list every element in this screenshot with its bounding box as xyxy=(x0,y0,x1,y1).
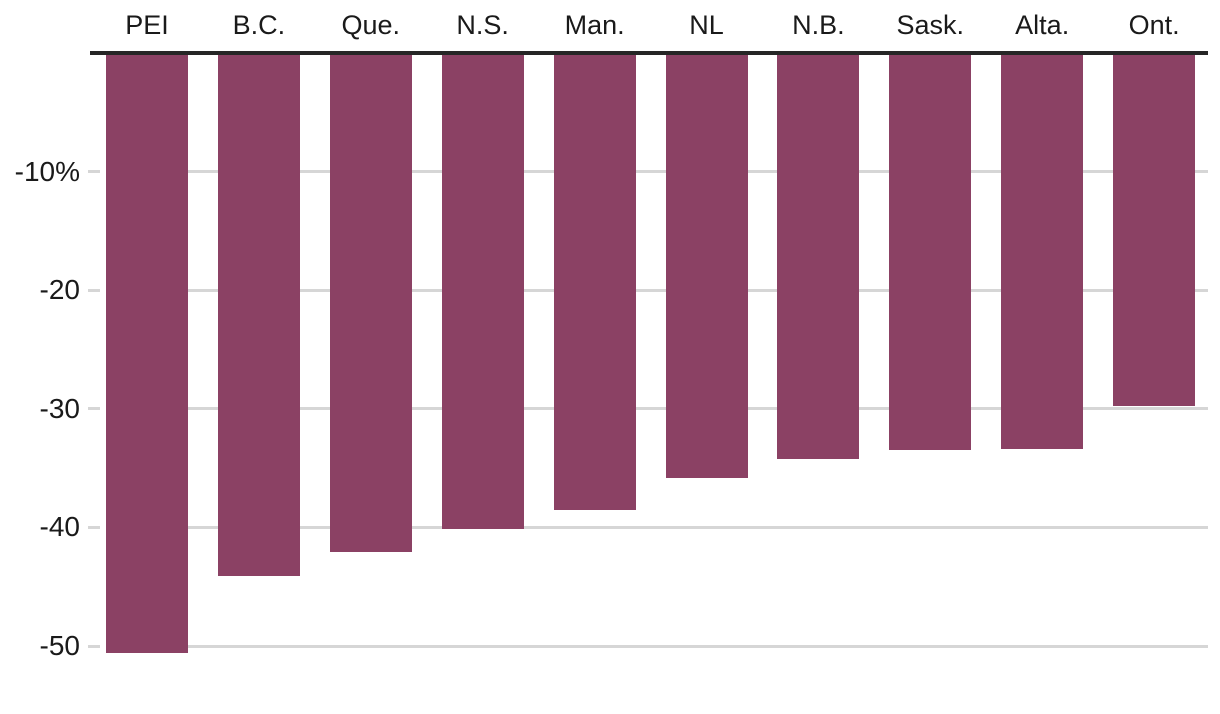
y-tick-mark xyxy=(88,170,100,174)
y-tick-label: -10% xyxy=(14,155,80,187)
x-axis-label-ns: N.S. xyxy=(456,10,509,40)
y-tick-mark xyxy=(88,644,100,648)
y-tick-label: -30 xyxy=(39,392,80,424)
bar-nl xyxy=(665,53,748,478)
y-tick-mark xyxy=(88,525,100,529)
gridline--50 xyxy=(106,644,1208,648)
x-axis-label-alta: Alta. xyxy=(1015,10,1070,40)
bar-ns xyxy=(441,53,524,529)
x-axis-label-que: Que. xyxy=(341,10,401,40)
y-tick-mark xyxy=(88,288,100,292)
bar-nb xyxy=(777,53,860,459)
x-axis-label-pei: PEI xyxy=(125,10,169,40)
x-axis-label-ont: Ont. xyxy=(1128,10,1180,40)
gridline--20 xyxy=(106,288,1208,292)
bar-bc xyxy=(217,53,300,576)
bar-sask xyxy=(889,53,972,451)
bar-que xyxy=(329,53,412,553)
bar-alta xyxy=(1001,53,1084,450)
bar-ont xyxy=(1113,53,1196,407)
y-tick-label: -20 xyxy=(39,274,80,306)
y-tick-mark xyxy=(88,407,100,411)
y-tick-label: -40 xyxy=(39,511,80,543)
bar-man xyxy=(553,53,636,510)
x-axis-label-nl: NL xyxy=(689,10,724,40)
x-axis-label-bc: B.C. xyxy=(232,10,286,40)
gridline--30 xyxy=(106,407,1208,411)
y-tick-label: -50 xyxy=(39,630,80,661)
gridline--10 xyxy=(106,170,1208,174)
gridline--40 xyxy=(106,525,1208,529)
zero-axis-line xyxy=(90,51,1208,55)
x-axis-label-man: Man. xyxy=(564,10,625,40)
bar-pei xyxy=(106,53,188,654)
x-axis-label-nb: N.B. xyxy=(792,10,845,40)
x-axis-label-sask: Sask. xyxy=(896,10,965,40)
